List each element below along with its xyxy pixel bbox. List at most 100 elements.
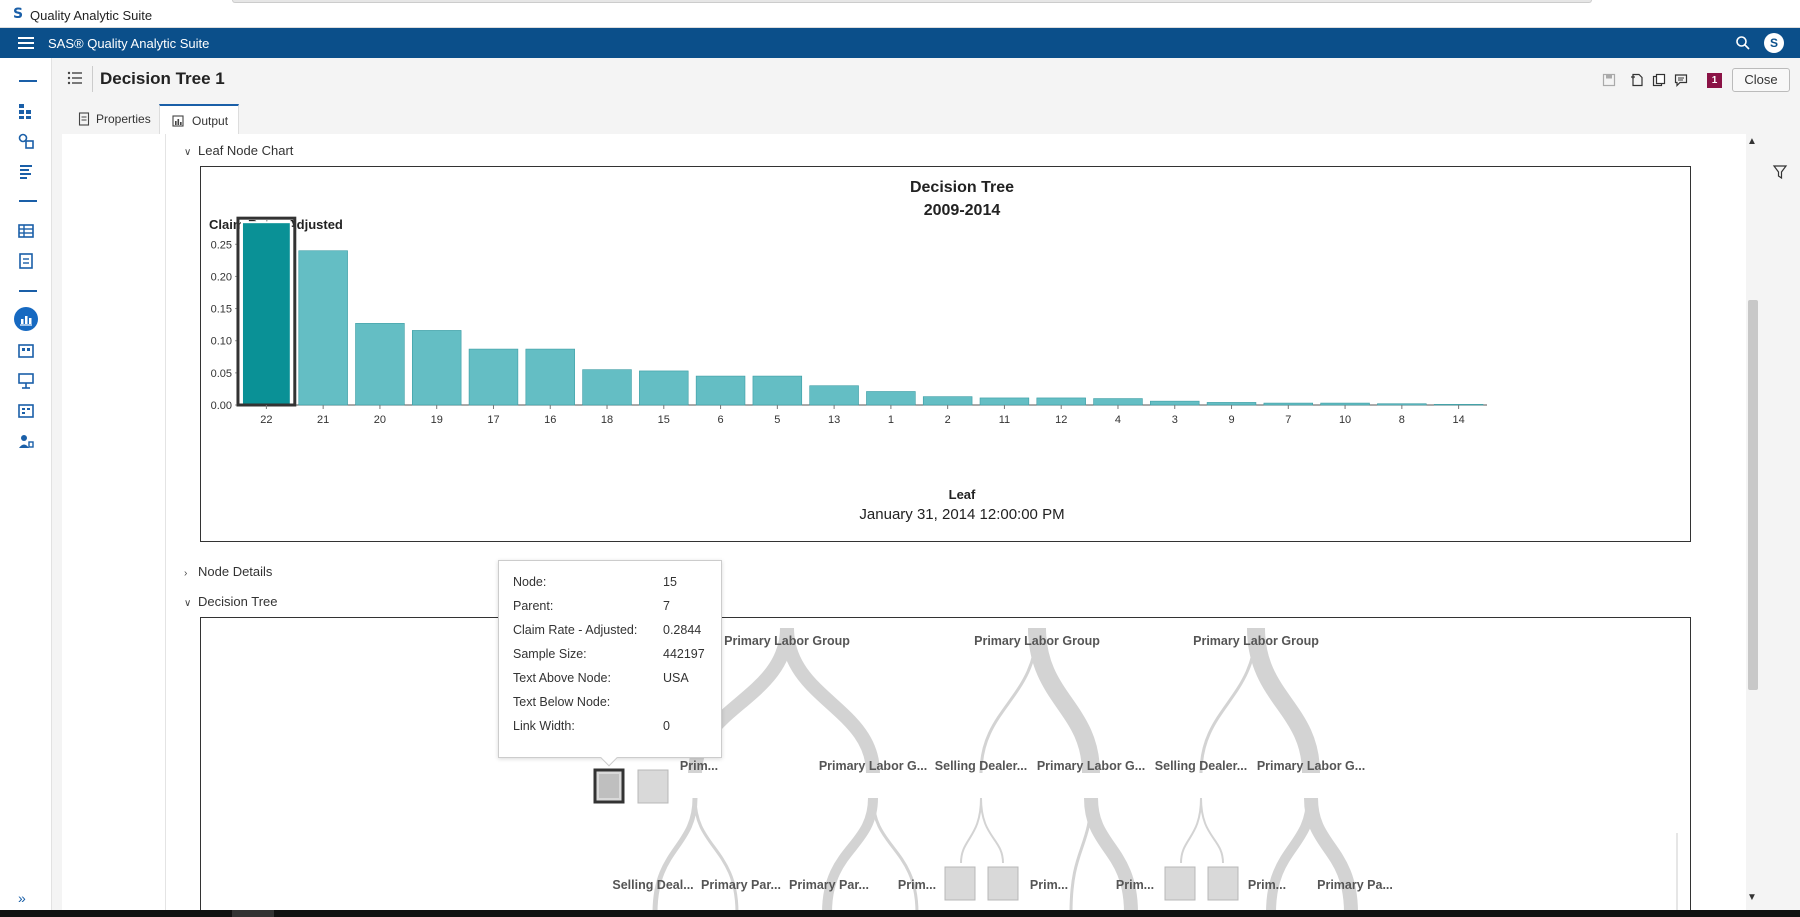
app-logo-icon: S	[12, 6, 24, 22]
bar-leaf-9[interactable]	[1206, 402, 1257, 406]
tree-node[interactable]	[944, 866, 976, 901]
tree-svg: Primary Labor Group Primary Labor Group …	[593, 627, 1678, 916]
x-tick-label: 16	[544, 414, 556, 426]
chart-timestamp: January 31, 2014 12:00:00 PM	[859, 506, 1064, 523]
section-node-details[interactable]: › Node Details	[184, 564, 272, 579]
bar-leaf-5[interactable]	[752, 375, 803, 406]
new-document-icon[interactable]	[1630, 73, 1644, 87]
chart-title: Decision Tree	[910, 179, 1014, 196]
tree-node-label[interactable]: Primary Labor G...	[1257, 759, 1365, 773]
tree-node-label[interactable]: Prim...	[898, 878, 936, 892]
presentation-icon[interactable]	[17, 372, 35, 390]
y-tick-label: 0.15	[211, 304, 232, 316]
tree-node[interactable]	[637, 769, 669, 804]
x-tick-label: 20	[374, 414, 386, 426]
save-icon[interactable]	[1602, 73, 1616, 87]
x-tick-label: 18	[601, 414, 613, 426]
window-titlebar: S Quality Analytic Suite	[0, 0, 1800, 28]
tooltip-key: Text Above Node:	[513, 671, 611, 685]
hierarchy-icon[interactable]	[17, 102, 35, 120]
user-avatar[interactable]: S	[1764, 33, 1784, 53]
grid-report-icon[interactable]	[17, 402, 35, 420]
x-tick-label: 3	[1172, 414, 1178, 426]
tab-output[interactable]: Output	[159, 104, 239, 134]
address-bar[interactable]	[232, 0, 1592, 3]
bar-leaf-2[interactable]	[922, 396, 973, 406]
tree-node-label[interactable]: Primary Labor Group	[1193, 634, 1319, 648]
bar-leaf-15[interactable]	[639, 370, 689, 406]
bar-chart: Decision Tree 2009-2014 Claim Rate - Adj…	[209, 179, 1487, 523]
tree-node-label[interactable]: Primary Labor G...	[819, 759, 927, 773]
document-header: Decision Tree 1 1 Close	[52, 58, 1800, 102]
tree-node[interactable]	[987, 866, 1019, 901]
bar-leaf-16[interactable]	[525, 348, 575, 406]
tree-node-label[interactable]: Selling Dealer...	[1155, 759, 1247, 773]
expand-nav-icon[interactable]: »	[18, 890, 26, 906]
outline-list-icon[interactable]	[67, 71, 83, 85]
bar-leaf-6[interactable]	[695, 375, 746, 406]
tree-node-label[interactable]: Prim...	[1116, 878, 1154, 892]
filter-icon[interactable]	[1772, 164, 1788, 180]
tree-node-label[interactable]: Primary Labor Group	[724, 634, 850, 648]
tree-node-label[interactable]: Primary Par...	[789, 878, 869, 892]
bar-leaf-8[interactable]	[1377, 403, 1427, 406]
bar-leaf-13[interactable]	[809, 385, 859, 406]
bar-leaf-10[interactable]	[1320, 402, 1370, 406]
document-icon[interactable]	[17, 252, 35, 270]
copy-document-icon[interactable]	[1652, 73, 1666, 87]
report-list-icon[interactable]	[17, 162, 35, 180]
tooltip-value: 7	[663, 599, 670, 613]
tree-node-label[interactable]: Prim...	[680, 759, 718, 773]
hamburger-menu-icon[interactable]	[16, 34, 36, 52]
bar-leaf-18[interactable]	[582, 369, 632, 406]
section-leaf-node-chart[interactable]: ∨ Leaf Node Chart	[184, 143, 293, 158]
bar-leaf-3[interactable]	[1150, 400, 1200, 406]
comment-icon[interactable]	[1674, 73, 1688, 87]
bar-leaf-7[interactable]	[1263, 402, 1314, 406]
tree-node-label[interactable]: Primary Labor Group	[974, 634, 1100, 648]
tree-node-label[interactable]: Selling Dealer...	[935, 759, 1027, 773]
bar-leaf-19[interactable]	[411, 330, 462, 406]
leaf-node-chart: Decision Tree 2009-2014 Claim Rate - Adj…	[200, 166, 1691, 542]
bar-leaf-12[interactable]	[1036, 397, 1086, 406]
data-transform-icon[interactable]	[17, 132, 35, 150]
y-tick-label: 0.20	[211, 271, 232, 283]
tree-node-label[interactable]: Prim...	[1248, 878, 1286, 892]
tree-node-label[interactable]: Selling Deal...	[612, 878, 693, 892]
tree-node[interactable]	[1207, 866, 1239, 901]
table-icon[interactable]	[17, 222, 35, 240]
tree-node-label[interactable]: Primary Par...	[701, 878, 781, 892]
vertical-scrollbar[interactable]: ▲ ▼	[1746, 134, 1760, 910]
user-settings-icon[interactable]	[17, 432, 35, 450]
notification-badge[interactable]: 1	[1707, 73, 1722, 88]
close-button[interactable]: Close	[1732, 68, 1790, 92]
x-tick-label: 13	[828, 414, 840, 426]
bar-leaf-11[interactable]	[979, 397, 1030, 406]
tooltip-key: Parent:	[513, 599, 554, 613]
bar-leaf-22[interactable]	[240, 221, 292, 406]
properties-icon	[78, 112, 90, 126]
bar-leaf-1[interactable]	[866, 391, 916, 406]
bar-leaf-21[interactable]	[298, 250, 348, 406]
bar-leaf-4[interactable]	[1093, 398, 1143, 406]
tab-properties[interactable]: Properties	[66, 104, 151, 134]
tree-node[interactable]	[1164, 866, 1196, 901]
scrollbar-thumb[interactable]	[1748, 300, 1758, 690]
bar-leaf-17[interactable]	[468, 348, 519, 406]
tree-node-label[interactable]: Prim...	[1030, 878, 1068, 892]
tree-node-label[interactable]: Primary Pa...	[1317, 878, 1393, 892]
dashboard-icon[interactable]	[17, 342, 35, 360]
analysis-chart-icon[interactable]	[14, 307, 38, 331]
section-decision-tree[interactable]: ∨ Decision Tree	[184, 594, 277, 609]
scroll-down-icon[interactable]: ▼	[1747, 892, 1757, 903]
search-icon[interactable]	[1734, 34, 1752, 52]
tree-node-label[interactable]: Primary Labor G...	[1037, 759, 1145, 773]
bar-leaf-14[interactable]	[1433, 404, 1484, 406]
scroll-up-icon[interactable]: ▲	[1747, 136, 1757, 147]
nav-divider	[19, 290, 37, 292]
tooltip-value: 15	[663, 575, 677, 589]
x-tick-label: 17	[487, 414, 499, 426]
bar-leaf-20[interactable]	[355, 323, 405, 406]
taskbar-item[interactable]	[232, 910, 274, 917]
tooltip-value: USA	[663, 671, 689, 685]
